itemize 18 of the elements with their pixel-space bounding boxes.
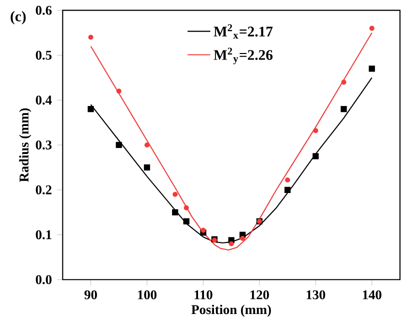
y-tick-label: 0.5 bbox=[36, 50, 52, 60]
x-tick-label: 140 bbox=[362, 290, 382, 300]
legend-label: M$^{2}$$_{y}$=2.26 bbox=[214, 48, 273, 64]
y-tick-label: 0.0 bbox=[36, 275, 52, 284]
y-tick-label: 0.6 bbox=[36, 6, 52, 15]
x-tick-label: 110 bbox=[194, 290, 212, 300]
text: (c) bbox=[10, 11, 26, 24]
x-tick-label: 90 bbox=[84, 290, 97, 300]
legend-label: M$^{2}$$_{x}$=2.17 bbox=[214, 24, 273, 39]
y-tick-label: 0.3 bbox=[36, 140, 52, 150]
y-tick-label: 0.1 bbox=[36, 230, 52, 240]
y-axis-title: Radius (mm) bbox=[19, 108, 32, 182]
x-tick-label: 120 bbox=[250, 290, 269, 300]
y-tick-label: 0.2 bbox=[36, 185, 52, 194]
y-tick-label: 0.4 bbox=[36, 96, 52, 105]
x-tick-label: 100 bbox=[138, 290, 157, 300]
x-tick-label: 130 bbox=[306, 290, 326, 300]
x-axis-title: Position (mm) bbox=[191, 304, 271, 317]
